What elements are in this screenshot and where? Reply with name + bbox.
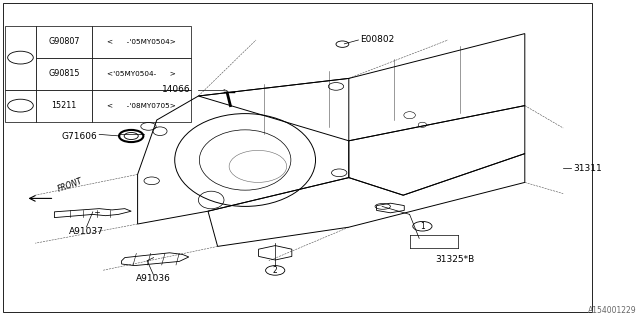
Text: 31311: 31311 (573, 164, 602, 172)
Bar (36, 58, 92, 90)
Bar (36, 90, 92, 122)
Polygon shape (122, 253, 189, 266)
Text: 1: 1 (420, 222, 425, 231)
Text: 14066: 14066 (162, 85, 191, 94)
Text: 2: 2 (273, 266, 278, 275)
Bar (92, 90, 191, 122)
Text: <      -'05MY0504>: < -'05MY0504> (108, 39, 176, 44)
Text: <      -'08MY0705>: < -'08MY0705> (108, 103, 176, 108)
Text: E00802: E00802 (360, 35, 394, 44)
Bar (5, 26, 36, 90)
Text: A91036: A91036 (136, 274, 171, 283)
Circle shape (8, 99, 33, 112)
Bar (92, 58, 191, 90)
Circle shape (8, 51, 33, 64)
Text: <'05MY0504-      >: <'05MY0504- > (108, 71, 176, 76)
Text: G90815: G90815 (48, 69, 80, 78)
Text: G90807: G90807 (48, 37, 80, 46)
Bar (36, 26, 92, 58)
Text: 15211: 15211 (51, 101, 77, 110)
Text: A154001229: A154001229 (588, 306, 637, 315)
Text: A91037: A91037 (69, 227, 104, 236)
Text: 1: 1 (18, 53, 23, 62)
Bar (92, 26, 191, 58)
Text: FRONT: FRONT (56, 176, 84, 194)
Text: 2: 2 (18, 101, 23, 110)
Bar (5, 90, 36, 122)
Polygon shape (54, 209, 131, 218)
Text: 31325*B: 31325*B (435, 255, 474, 264)
Text: G71606: G71606 (61, 132, 97, 141)
